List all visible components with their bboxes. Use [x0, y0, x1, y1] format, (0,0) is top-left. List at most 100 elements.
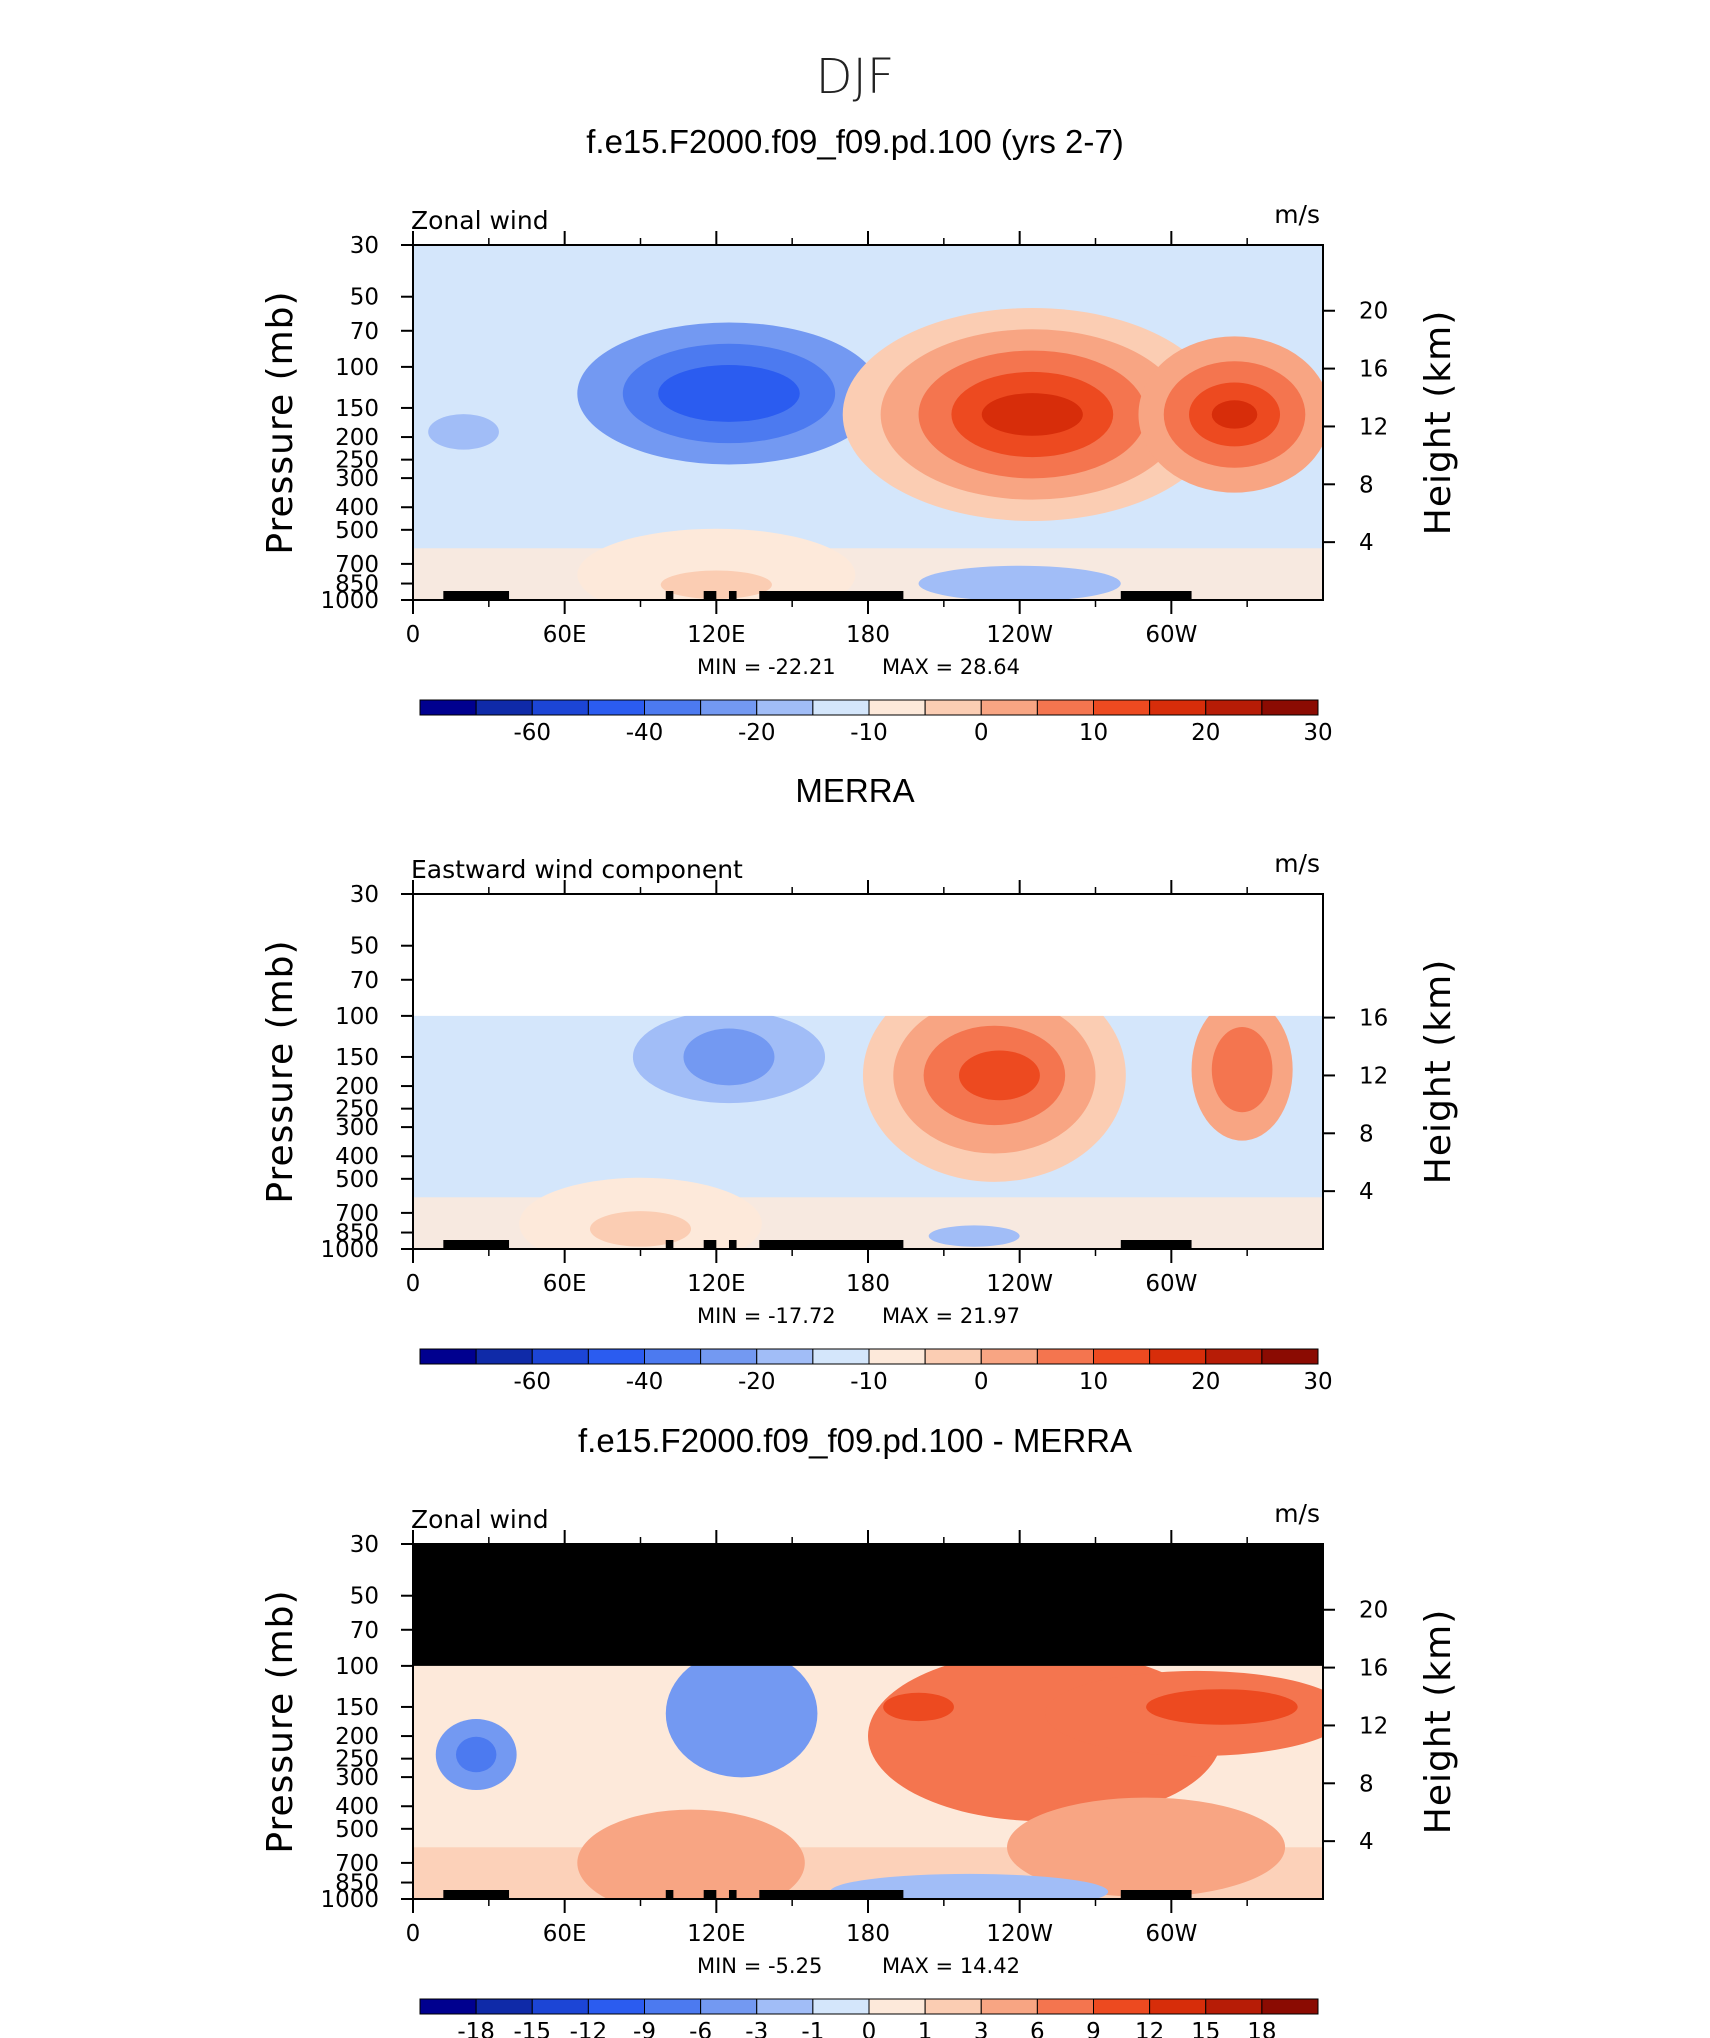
colorbar-label: 0 — [974, 1369, 989, 1395]
height-tick-label: 20 — [1359, 1598, 1388, 1624]
units-label: m/s — [1274, 849, 1320, 878]
y-tick-label: 100 — [335, 1004, 379, 1030]
min-stat: MIN = -5.25 — [697, 1954, 822, 1978]
colorbar-swatch — [419, 1348, 477, 1365]
y-tick-label: 700 — [335, 1851, 379, 1877]
x-tick-label: 60W — [1145, 1921, 1197, 1947]
colorbar: -60 -40 -20 -10 0 10 20 30 — [419, 699, 1333, 746]
height-tick-label: 12 — [1359, 1063, 1388, 1089]
y-tick-label: 30 — [350, 1532, 379, 1558]
topography-mask — [759, 591, 904, 600]
y-tick-label: 30 — [350, 233, 379, 259]
colorbar-swatch — [475, 1348, 533, 1365]
y-axis-title-right: Height (km) — [1418, 310, 1459, 535]
contour-region — [981, 393, 1083, 436]
masked-region — [413, 894, 1323, 1016]
y-tick-label: 200 — [335, 1724, 379, 1750]
height-tick-label: 12 — [1359, 1713, 1388, 1739]
y-tick-label: 700 — [335, 552, 379, 578]
x-tick-label: 60W — [1145, 1271, 1197, 1297]
y-tick-label: 70 — [350, 968, 379, 994]
variable-label: Zonal wind — [411, 206, 549, 235]
colorbar-swatch — [1149, 699, 1207, 716]
colorbar-label: 1 — [918, 2019, 933, 2038]
y-tick-label: 300 — [335, 1115, 379, 1141]
topography-mask — [665, 591, 674, 600]
height-tick-label: 16 — [1359, 1006, 1388, 1032]
y-axis-title-right: Height (km) — [1418, 959, 1459, 1184]
panel-title: f.e15.F2000.f09_f09.pd.100 (yrs 2-7) — [586, 123, 1124, 160]
topography-mask — [468, 591, 504, 600]
colorbar-swatch — [1036, 1998, 1094, 2015]
x-tick-label: 120W — [986, 1271, 1053, 1297]
y-axis-title: Pressure (mb) — [260, 1589, 301, 1853]
min-stat: MIN = -22.21 — [697, 655, 836, 679]
contour-region — [1146, 1689, 1298, 1725]
colorbar-label: 30 — [1303, 1369, 1332, 1395]
colorbar-swatch — [1205, 1348, 1263, 1365]
height-tick-label: 16 — [1359, 357, 1388, 383]
x-tick-label: 60E — [543, 1271, 587, 1297]
topography-mask — [488, 1240, 510, 1249]
contour-region — [918, 565, 1121, 600]
colorbar-swatch — [924, 1998, 982, 2015]
topography-mask — [488, 1890, 510, 1899]
x-tick-label: 180 — [846, 622, 890, 648]
contour-region — [428, 414, 499, 450]
x-tick-label: 60E — [543, 622, 587, 648]
topography-mask — [728, 1240, 737, 1249]
colorbar-swatch — [1149, 1348, 1207, 1365]
colorbar-swatch — [475, 1998, 533, 2015]
x-tick-label: 0 — [406, 622, 421, 648]
colorbar-swatch — [812, 1998, 870, 2015]
height-tick-label: 4 — [1359, 1179, 1374, 1205]
contour-region — [883, 1692, 954, 1722]
colorbar-label: 15 — [1191, 2019, 1220, 2038]
topography-mask — [703, 1240, 717, 1249]
topography-mask — [1120, 1240, 1192, 1249]
colorbar-swatch — [587, 1348, 645, 1365]
colorbar-swatch — [1093, 699, 1151, 716]
topography-mask — [728, 1890, 737, 1899]
colorbar-label: 3 — [974, 2019, 989, 2038]
y-tick-label: 50 — [350, 285, 379, 311]
colorbar-label: -40 — [626, 720, 664, 746]
x-tick-label: 180 — [846, 1271, 890, 1297]
topography-mask — [443, 1240, 482, 1249]
colorbar-label: -12 — [570, 2019, 608, 2038]
min-stat: MIN = -17.72 — [697, 1304, 836, 1328]
colorbar-swatch — [1261, 1348, 1319, 1365]
colorbar-swatch — [868, 699, 926, 716]
colorbar-swatch — [1093, 1998, 1151, 2015]
height-tick-label: 8 — [1359, 1771, 1374, 1797]
x-tick-label: 0 — [406, 1921, 421, 1947]
y-tick-label: 850 — [335, 572, 379, 598]
y-tick-label: 1000 — [320, 588, 379, 614]
colorbar-label: -20 — [738, 720, 776, 746]
panel-2: MERRA Eastward wind component m/s 0 60E 120E 1… — [260, 772, 1459, 1395]
contour-region — [577, 1809, 805, 1899]
colorbar-label: -3 — [745, 2019, 768, 2038]
colorbar-swatch — [924, 1348, 982, 1365]
y-tick-label: 1000 — [320, 1237, 379, 1263]
units-label: m/s — [1274, 1499, 1320, 1528]
y-tick-label: 70 — [350, 319, 379, 345]
contour-region — [1007, 1797, 1286, 1897]
colorbar-label: -20 — [738, 1369, 776, 1395]
colorbar-swatch — [419, 1998, 477, 2015]
colorbar-swatch — [868, 1998, 926, 2015]
colorbar-swatch — [756, 699, 814, 716]
colorbar-label: 10 — [1079, 1369, 1108, 1395]
colorbar-swatch — [700, 1998, 758, 2015]
colorbar-swatch — [980, 1998, 1038, 2015]
x-tick-label: 120E — [687, 622, 745, 648]
y-tick-label: 300 — [335, 1765, 379, 1791]
y-axis-title-right: Height (km) — [1418, 1609, 1459, 1834]
contour-region — [683, 1028, 775, 1086]
colorbar-swatch — [531, 699, 589, 716]
contour-region — [1211, 1027, 1273, 1113]
field — [413, 245, 1323, 600]
y-tick-label: 850 — [335, 1221, 379, 1247]
colorbar-label: -60 — [513, 1369, 551, 1395]
